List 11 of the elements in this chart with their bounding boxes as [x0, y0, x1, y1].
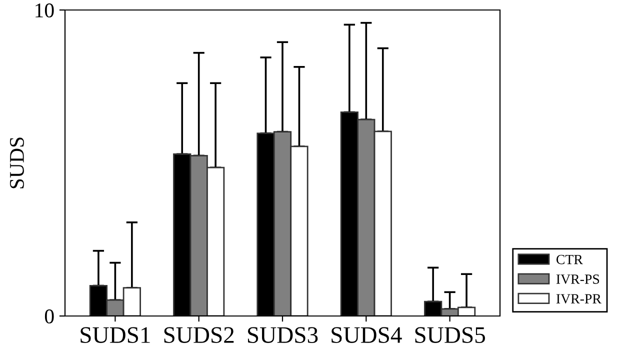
legend-label: CTR — [556, 254, 583, 264]
legend-label: IVR-PS — [556, 274, 600, 284]
x-tick-label: SUDS2 — [164, 327, 234, 344]
legend-label: IVR-PR — [556, 294, 602, 304]
x-tick-label: SUDS1 — [80, 327, 150, 344]
x-tick-label: SUDS4 — [332, 327, 402, 344]
x-tick-label: SUDS3 — [248, 327, 318, 344]
x-tick-label: SUDS5 — [415, 327, 485, 344]
y-tick-label: 0 — [44, 309, 54, 324]
y-axis-title: SUDS — [10, 138, 24, 188]
y-tick-label: 10 — [36, 3, 54, 18]
